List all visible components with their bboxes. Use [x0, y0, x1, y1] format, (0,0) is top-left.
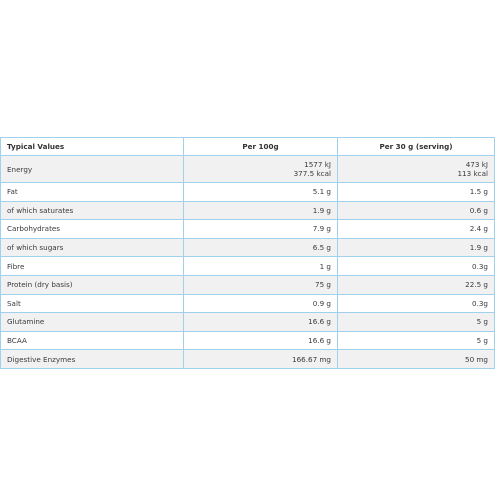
value-per-100g-line: 0.9 g: [312, 298, 331, 308]
value-per-100g-line: 75 g: [315, 280, 331, 290]
value-per-serving-line: 22.5 g: [465, 280, 488, 290]
value-per-100g: 1.9 g: [183, 200, 338, 221]
value-per-100g: 6.5 g: [183, 237, 338, 258]
value-per-100g-line: 7.9 g: [312, 224, 331, 234]
value-per-100g: 16.6 g: [183, 312, 338, 332]
nutrient-name: of which sugars: [0, 237, 184, 258]
nutrient-name: Protein (dry basis): [0, 274, 184, 295]
value-per-serving: 0.3g: [337, 256, 495, 276]
table-row: Glutamine 16.6 g 5 g: [0, 312, 495, 332]
value-per-100g-line: 16.6 g: [308, 336, 331, 346]
value-per-serving-line: 1.5 g: [469, 187, 488, 197]
nutrient-name: Energy: [0, 155, 184, 183]
table-body: Energy 1577 kJ 377.5 kcal 473 kJ 113 kcal Fat…: [0, 155, 495, 369]
value-per-serving-line: 0.3g: [472, 261, 488, 271]
nutrition-table: Typical Values Per 100g Per 30 g (servin…: [0, 137, 495, 369]
nutrient-name: Salt: [0, 293, 184, 314]
nutrient-name: BCAA: [0, 330, 184, 351]
value-per-100g-line: 16.6 g: [308, 317, 331, 327]
table-row: Salt 0.9 g 0.3g: [0, 293, 495, 314]
table-row: of which sugars 6.5 g 1.9 g: [0, 237, 495, 258]
value-per-serving: 1.9 g: [337, 237, 495, 258]
nutrient-name: Digestive Enzymes: [0, 349, 184, 369]
nutrient-name: Glutamine: [0, 312, 184, 332]
value-per-100g-line: 6.5 g: [312, 243, 331, 253]
value-per-serving: 2.4 g: [337, 219, 495, 239]
table-row: Fibre 1 g 0.3g: [0, 256, 495, 276]
value-per-100g-line: 166.67 mg: [292, 354, 331, 364]
value-per-serving: 473 kJ 113 kcal: [337, 155, 495, 183]
value-per-serving: 5 g: [337, 312, 495, 332]
value-per-100g-line: 377.5 kcal: [293, 169, 331, 178]
nutrient-name: Fat: [0, 182, 184, 202]
table-row: Carbohydrates 7.9 g 2.4 g: [0, 219, 495, 239]
value-per-100g: 16.6 g: [183, 330, 338, 351]
table-row: Energy 1577 kJ 377.5 kcal 473 kJ 113 kcal: [0, 155, 495, 183]
table-header-row: Typical Values Per 100g Per 30 g (servin…: [0, 137, 495, 156]
value-per-serving-line: 5 g: [476, 317, 488, 327]
value-per-serving-line: 0.6 g: [469, 205, 488, 215]
nutrient-name: Carbohydrates: [0, 219, 184, 239]
value-per-100g: 166.67 mg: [183, 349, 338, 369]
value-per-serving-line: 113 kcal: [457, 169, 488, 178]
value-per-serving-line: 5 g: [476, 336, 488, 346]
value-per-serving-line: 2.4 g: [469, 224, 488, 234]
value-per-serving: 0.6 g: [337, 200, 495, 221]
table-row: BCAA 16.6 g 5 g: [0, 330, 495, 351]
value-per-serving-line: 1.9 g: [469, 243, 488, 253]
value-per-100g: 0.9 g: [183, 293, 338, 314]
value-per-serving: 50 mg: [337, 349, 495, 369]
nutrient-name: Fibre: [0, 256, 184, 276]
value-per-serving-line: 0.3g: [472, 298, 488, 308]
value-per-100g: 5.1 g: [183, 182, 338, 202]
header-per-100g: Per 100g: [183, 137, 338, 156]
value-per-100g: 1 g: [183, 256, 338, 276]
value-per-100g: 7.9 g: [183, 219, 338, 239]
value-per-100g-line: 1577 kJ: [304, 160, 331, 169]
value-per-100g-line: 1.9 g: [312, 205, 331, 215]
value-per-serving-line: 473 kJ: [465, 160, 488, 169]
table-row: of which saturates 1.9 g 0.6 g: [0, 200, 495, 221]
table-row: Fat 5.1 g 1.5 g: [0, 182, 495, 202]
nutrient-name: of which saturates: [0, 200, 184, 221]
value-per-serving: 0.3g: [337, 293, 495, 314]
table-row: Digestive Enzymes 166.67 mg 50 mg: [0, 349, 495, 369]
value-per-100g-line: 5.1 g: [312, 187, 331, 197]
value-per-100g-line: 1 g: [319, 261, 331, 271]
value-per-serving: 5 g: [337, 330, 495, 351]
header-per-serving: Per 30 g (serving): [337, 137, 495, 156]
value-per-serving: 22.5 g: [337, 274, 495, 295]
value-per-serving-line: 50 mg: [465, 354, 488, 364]
value-per-100g: 75 g: [183, 274, 338, 295]
table-row: Protein (dry basis) 75 g 22.5 g: [0, 274, 495, 295]
header-typical-values: Typical Values: [0, 137, 184, 156]
value-per-serving: 1.5 g: [337, 182, 495, 202]
value-per-100g: 1577 kJ 377.5 kcal: [183, 155, 338, 183]
